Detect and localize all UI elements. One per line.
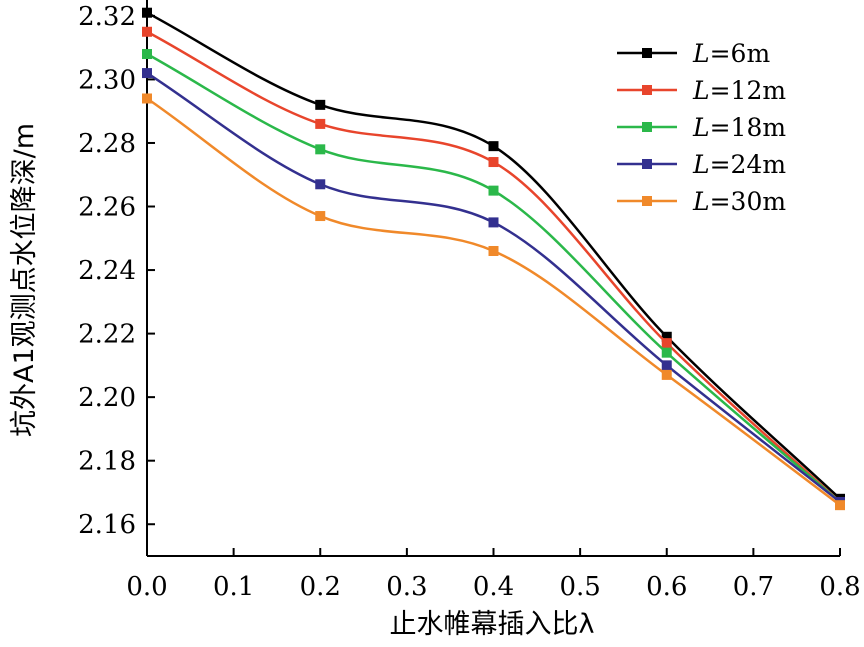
data-point	[315, 179, 326, 190]
data-point	[315, 118, 326, 129]
series-L=30m	[142, 93, 845, 511]
data-point	[661, 347, 672, 358]
legend-label: L=30m	[692, 187, 786, 216]
data-point	[142, 68, 152, 79]
axes: 0.0 0.1 0.2 0.3 0.4 0.5 0.6 0.7 0.8 2.16 2.18 2.20 2…	[78, 0, 861, 602]
legend-label: L=18m	[692, 113, 786, 142]
x-tick-label: 0.2	[300, 572, 341, 602]
legend-item: L=6m	[617, 39, 770, 68]
data-point	[315, 99, 326, 110]
data-point	[661, 331, 672, 342]
y-axis-label: 坑外A1观测点水位降深/m	[9, 123, 40, 437]
x-tick-label: 0.6	[646, 572, 687, 602]
data-point	[488, 245, 499, 256]
legend-item: L=30m	[617, 187, 786, 216]
series-line	[146, 30, 841, 503]
x-tick-label: 0.3	[386, 572, 427, 602]
y-tick-label: 2.24	[78, 256, 136, 286]
legend-item: L=12m	[617, 76, 786, 105]
legend-item: L=24m	[617, 150, 786, 179]
legend-marker	[642, 48, 652, 58]
legend: L=6m L=12m L=18m L=24m L=30m	[617, 39, 786, 216]
data-point	[661, 369, 672, 380]
y-tick-label: 2.28	[78, 129, 136, 159]
data-point	[142, 7, 152, 18]
x-tick-label: 0.7	[733, 572, 774, 602]
data-point	[142, 49, 152, 60]
x-tick-label: 0.0	[126, 572, 167, 602]
legend-marker	[642, 196, 652, 206]
legend-label: L=12m	[692, 76, 786, 105]
x-tick-label: 0.8	[819, 572, 860, 602]
legend-marker	[642, 85, 652, 95]
data-point	[835, 500, 845, 511]
y-tick-label: 2.30	[78, 65, 136, 95]
legend-marker	[642, 159, 652, 169]
legend-label: L=24m	[692, 150, 786, 179]
data-point	[142, 93, 152, 104]
data-point	[488, 217, 499, 228]
y-tick-label: 2.18	[78, 447, 136, 477]
legend-item: L=18m	[617, 113, 786, 142]
series-line	[146, 52, 841, 503]
y-tick-label: 2.22	[78, 320, 136, 350]
data-point	[315, 211, 326, 222]
data-point	[661, 338, 672, 349]
data-point	[488, 157, 499, 168]
x-tick-label: 0.4	[473, 572, 514, 602]
y-tick-label: 2.26	[78, 193, 136, 223]
y-tick-label: 2.16	[78, 510, 136, 540]
legend-label: L=6m	[692, 39, 770, 68]
legend-marker	[642, 122, 652, 132]
series-layer	[142, 7, 845, 511]
series-line	[146, 11, 841, 500]
x-tick-label: 0.5	[559, 572, 600, 602]
data-point	[661, 360, 672, 371]
x-axis-label: 止水帷幕插入比λ	[390, 609, 595, 640]
x-tick-label: 0.1	[213, 572, 254, 602]
y-tick-label: 2.32	[78, 2, 136, 32]
data-point	[315, 144, 326, 155]
data-point	[142, 26, 152, 37]
data-point	[488, 141, 499, 152]
data-point	[488, 185, 499, 196]
y-tick-label: 2.20	[78, 383, 136, 413]
